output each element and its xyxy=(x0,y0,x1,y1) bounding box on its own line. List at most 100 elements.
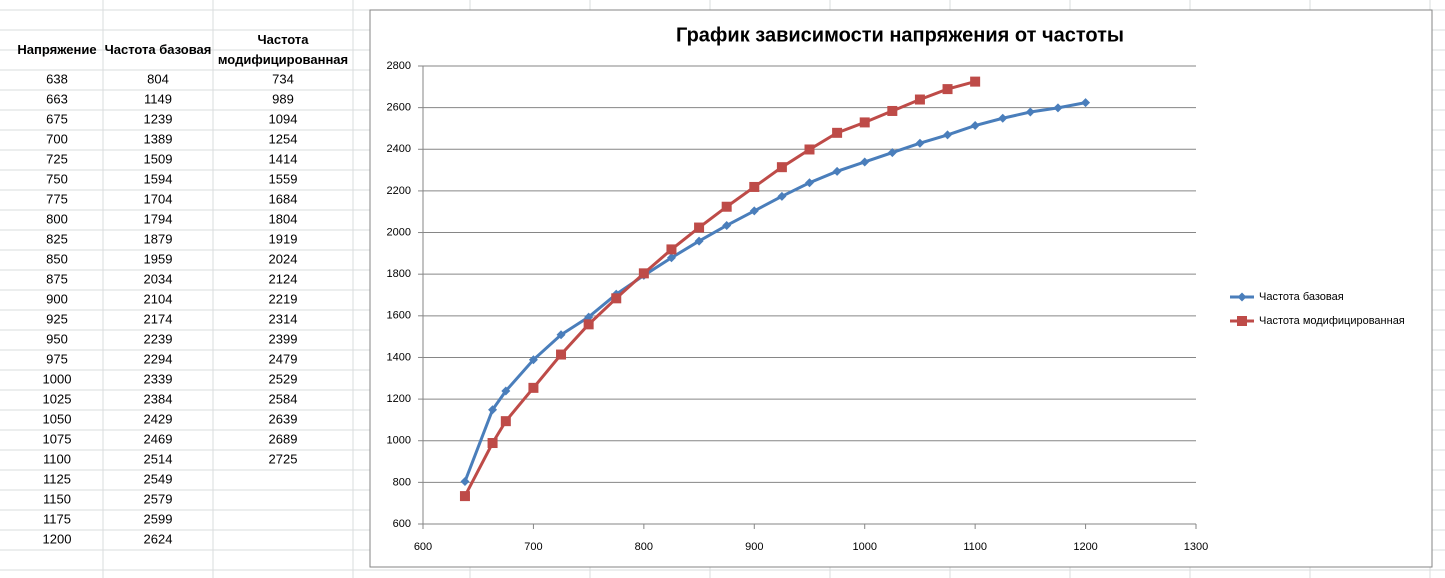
legend-marker xyxy=(1237,316,1247,326)
table-cell: 1414 xyxy=(269,151,298,166)
table-cell: 804 xyxy=(147,71,169,86)
table-cell: 825 xyxy=(46,231,68,246)
y-tick-label: 1200 xyxy=(387,393,411,405)
table-cell: 2549 xyxy=(144,471,173,486)
table-cell: 900 xyxy=(46,291,68,306)
table-cell: 750 xyxy=(46,171,68,186)
y-tick-label: 1800 xyxy=(387,268,411,280)
data-point xyxy=(611,293,622,304)
table-cell: 2024 xyxy=(269,251,298,266)
data-point xyxy=(666,253,676,263)
x-tick-label: 900 xyxy=(745,541,763,553)
table-cell: 1094 xyxy=(269,111,298,126)
data-point xyxy=(805,178,814,188)
data-point xyxy=(942,84,953,95)
data-point xyxy=(832,166,842,176)
table-cell: 1175 xyxy=(43,511,71,526)
table-cell: 2174 xyxy=(144,311,173,326)
table-cell: 2469 xyxy=(144,431,173,446)
x-tick-label: 1100 xyxy=(963,541,987,553)
y-tick-label: 1000 xyxy=(387,435,411,447)
data-point xyxy=(915,138,925,148)
table-cell: 2624 xyxy=(144,531,173,546)
table-cell: 1704 xyxy=(144,191,173,206)
data-point xyxy=(488,405,498,415)
data-point xyxy=(970,121,980,131)
legend-label: Частота модифицированная xyxy=(1259,315,1405,327)
table-cell: 1794 xyxy=(144,211,173,226)
table-cell: 875 xyxy=(46,271,68,286)
data-point xyxy=(459,491,470,502)
data-point xyxy=(1081,98,1091,108)
table-cell: 1200 xyxy=(43,531,72,546)
table-cell: 1959 xyxy=(144,251,173,266)
table-cell: 1150 xyxy=(43,491,71,506)
table-cell: 2104 xyxy=(144,291,173,306)
table-cell: 775 xyxy=(46,191,68,206)
table-cell: 950 xyxy=(46,331,68,346)
table-cell: 1509 xyxy=(144,151,173,166)
data-point xyxy=(528,355,538,365)
data-point xyxy=(722,220,732,230)
data-point xyxy=(970,76,981,87)
data-point xyxy=(460,477,470,487)
table-cell: 2294 xyxy=(144,351,173,366)
data-point xyxy=(749,206,759,216)
table-cell: 2034 xyxy=(144,271,173,286)
table-cell: 1100 xyxy=(43,451,71,466)
chart-area xyxy=(369,9,1433,568)
data-point xyxy=(887,105,898,116)
data-point xyxy=(556,349,567,360)
data-point xyxy=(500,416,511,427)
table-cell: 850 xyxy=(46,251,68,266)
table-cell: 725 xyxy=(46,151,68,166)
data-point xyxy=(777,191,787,201)
table-cell: 1075 xyxy=(43,431,72,446)
y-tick-label: 1600 xyxy=(387,310,411,322)
table-cell: 700 xyxy=(46,131,68,146)
chart-title: График зависимости напряжения от частоты xyxy=(676,24,1124,46)
table-cell: 1254 xyxy=(269,131,298,146)
data-point xyxy=(914,94,925,105)
table-cell: 2339 xyxy=(144,371,173,386)
table-cell: 2314 xyxy=(269,311,298,326)
table-cell: 800 xyxy=(46,211,68,226)
data-point xyxy=(666,244,677,255)
y-tick-label: 2000 xyxy=(387,226,411,238)
table-cell: 2239 xyxy=(144,331,173,346)
table-cell: 2219 xyxy=(269,291,298,306)
data-point xyxy=(859,117,870,128)
data-point xyxy=(804,144,815,155)
table-cell: 1000 xyxy=(43,371,72,386)
legend-marker xyxy=(1237,292,1247,302)
data-point xyxy=(694,222,705,233)
y-tick-label: 2600 xyxy=(387,102,411,114)
table-cell: 2124 xyxy=(269,271,298,286)
data-point xyxy=(501,386,511,396)
data-point xyxy=(528,382,539,393)
data-point xyxy=(776,162,787,173)
data-point xyxy=(638,268,649,279)
data-point xyxy=(1053,103,1063,113)
table-cell: 2384 xyxy=(144,391,173,406)
table-cell: 2429 xyxy=(144,411,173,426)
table-cell: 1025 xyxy=(43,391,72,406)
table-cell: 2514 xyxy=(144,451,173,466)
table-cell: 638 xyxy=(46,71,68,86)
data-point xyxy=(583,319,594,330)
table-cell: 1594 xyxy=(144,171,173,186)
x-tick-label: 1200 xyxy=(1073,541,1097,553)
table-cell: 2689 xyxy=(269,431,298,446)
table-cell: 734 xyxy=(272,71,294,86)
data-point xyxy=(943,130,953,140)
table-cell: 1684 xyxy=(269,191,298,206)
table-cell: 1239 xyxy=(144,111,173,126)
table-cell: 989 xyxy=(272,91,294,106)
table-cell: 1149 xyxy=(144,91,172,106)
x-tick-label: 800 xyxy=(635,541,653,553)
data-point xyxy=(832,127,843,138)
data-point xyxy=(887,148,897,158)
y-tick-label: 800 xyxy=(393,476,411,488)
